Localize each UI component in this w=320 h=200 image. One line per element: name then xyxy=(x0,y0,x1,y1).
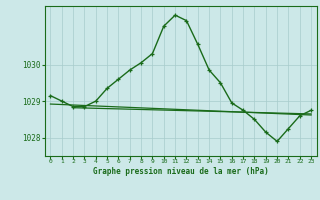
X-axis label: Graphe pression niveau de la mer (hPa): Graphe pression niveau de la mer (hPa) xyxy=(93,167,269,176)
